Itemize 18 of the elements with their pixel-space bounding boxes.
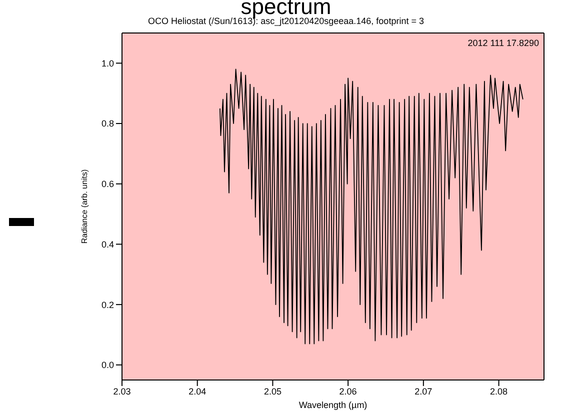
x-tick-label: 2.05 [264, 386, 282, 396]
x-tick-label: 2.04 [188, 386, 206, 396]
x-tick-label: 2.07 [414, 386, 432, 396]
y-tick-label: 1.0 [101, 58, 114, 68]
x-tick-label: 2.08 [490, 386, 508, 396]
line-series [220, 68, 524, 344]
y-tick-label: 0.4 [101, 239, 114, 250]
annotation: 2012 111 17.8290 [468, 38, 539, 49]
y-axis-title: Radiance (arb. units) [80, 169, 89, 244]
x-axis-title: Wavelength (µm) [298, 400, 368, 410]
y-tick-label: 0.8 [101, 118, 114, 129]
y-tick-label: 0.2 [101, 300, 114, 310]
x-tick-label: 2.03 [113, 386, 131, 396]
y-tick-label: 0.0 [101, 360, 114, 370]
y-tick-label: 0.6 [101, 179, 114, 190]
chart-title: spectrum [240, 0, 332, 19]
chart-subtitle: OCO Heliostat (/Sun/1613): asc_jt20120420sgeeaa.146, footprint = 3 [147, 16, 425, 27]
x-tick-label: 2.06 [339, 386, 357, 396]
